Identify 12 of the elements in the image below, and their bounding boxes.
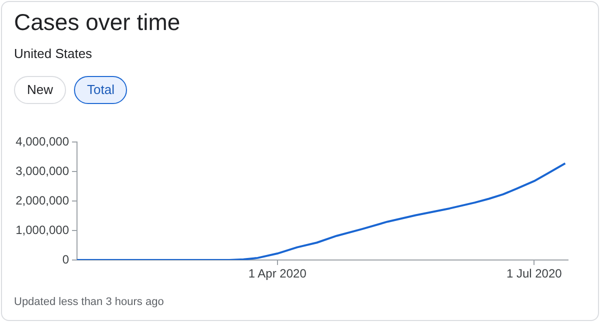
x-tick-label: 1 Jul 2020 bbox=[506, 266, 562, 281]
x-tick-label: 1 Apr 2020 bbox=[248, 266, 307, 281]
y-tick-label: 3,000,000 bbox=[16, 164, 70, 178]
chart-subtitle: United States bbox=[14, 46, 92, 61]
text: Updated less than 3 hours ago bbox=[14, 296, 164, 308]
y-tick-label: 0 bbox=[62, 252, 70, 266]
chart-title: Cases over time bbox=[14, 9, 180, 36]
text: Total bbox=[74, 76, 128, 104]
y-tick-label: 4,000,000 bbox=[16, 134, 70, 149]
y-tick-label: 2,000,000 bbox=[16, 193, 70, 208]
text: New bbox=[14, 76, 66, 104]
y-tick-label: 1,000,000 bbox=[16, 222, 70, 237]
